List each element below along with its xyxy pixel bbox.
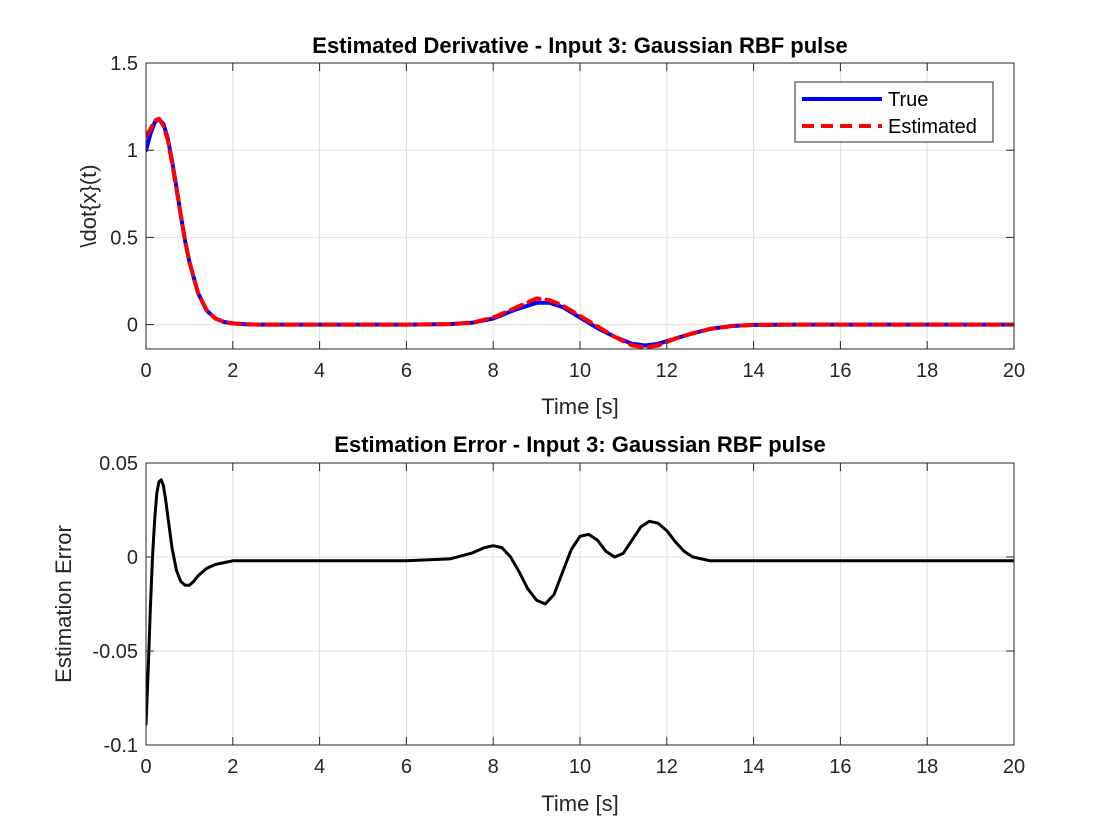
bottom-x-tick-label: 18 [916,756,938,778]
top-grid [146,63,1014,349]
bottom-y-ticks: -0.1 -0.05 0 0.05 [92,453,1014,757]
top-series-estimated-line [146,116,1014,349]
top-chart-title: Estimated Derivative - Input 3: Gaussian… [312,33,847,58]
top-x-tick-label: 10 [569,360,591,382]
top-y-tick-label: 1 [127,140,138,162]
top-y-tick-label: 1.5 [110,53,138,75]
top-x-axis-label: Time [s] [541,394,618,419]
top-y-tick-label: 0.5 [110,227,138,249]
bottom-x-axis-label: Time [s] [541,791,618,816]
legend-estimated-label: Estimated [888,116,977,138]
top-y-axis-label: \dot{x}(t) [76,164,101,247]
top-series-layer [146,116,1014,349]
top-x-tick-label: 2 [227,360,238,382]
bottom-series-layer [146,478,1014,726]
top-x-ticks: 0 2 4 6 8 10 12 14 16 18 20 [140,63,1025,382]
bottom-grid [146,463,1014,745]
bottom-x-tick-label: 2 [227,756,238,778]
bottom-chart-title: Estimation Error - Input 3: Gaussian RBF… [334,432,825,457]
legend-box [794,81,994,143]
top-x-tick-label: 18 [916,360,938,382]
top-x-tick-label: 12 [656,360,678,382]
bottom-y-tick-label: 0.05 [99,453,138,475]
bottom-x-tick-label: 4 [314,756,325,778]
bottom-x-tick-label: 10 [569,756,591,778]
top-y-tick-label: 0 [127,315,138,337]
bottom-y-tick-label: -0.1 [104,735,138,757]
top-x-tick-label: 4 [314,360,325,382]
top-x-tick-label: 6 [401,360,412,382]
legend: True Estimated [794,81,994,143]
bottom-x-tick-label: 20 [1003,756,1025,778]
bottom-x-tick-label: 16 [829,756,851,778]
bottom-x-tick-label: 12 [656,756,678,778]
bottom-y-axis-label: Estimation Error [51,525,76,683]
bottom-series-estimation-error-line [146,478,1014,726]
bottom-y-tick-label: -0.05 [92,641,138,663]
top-x-tick-label: 14 [742,360,764,382]
bottom-x-tick-label: 0 [140,756,151,778]
top-x-tick-label: 16 [829,360,851,382]
top-y-ticks: 0 0.5 1 1.5 [110,53,1014,337]
bottom-x-tick-label: 6 [401,756,412,778]
top-x-tick-label: 8 [488,360,499,382]
bottom-axes: 0 2 4 6 8 10 12 14 16 18 20 -0.1 -0.05 0 0.05 Estimat… [51,432,1025,816]
bottom-x-ticks: 0 2 4 6 8 10 12 14 16 18 20 [140,463,1025,778]
bottom-x-tick-label: 14 [742,756,764,778]
bottom-y-tick-label: 0 [127,547,138,569]
bottom-x-tick-label: 8 [488,756,499,778]
legend-true-label: True [888,89,928,111]
top-x-tick-label: 20 [1003,360,1025,382]
top-x-tick-label: 0 [140,360,151,382]
top-axes: 0 2 4 6 8 10 12 14 16 18 20 0 0.5 1 1.5 Estimated Der… [76,33,1025,419]
